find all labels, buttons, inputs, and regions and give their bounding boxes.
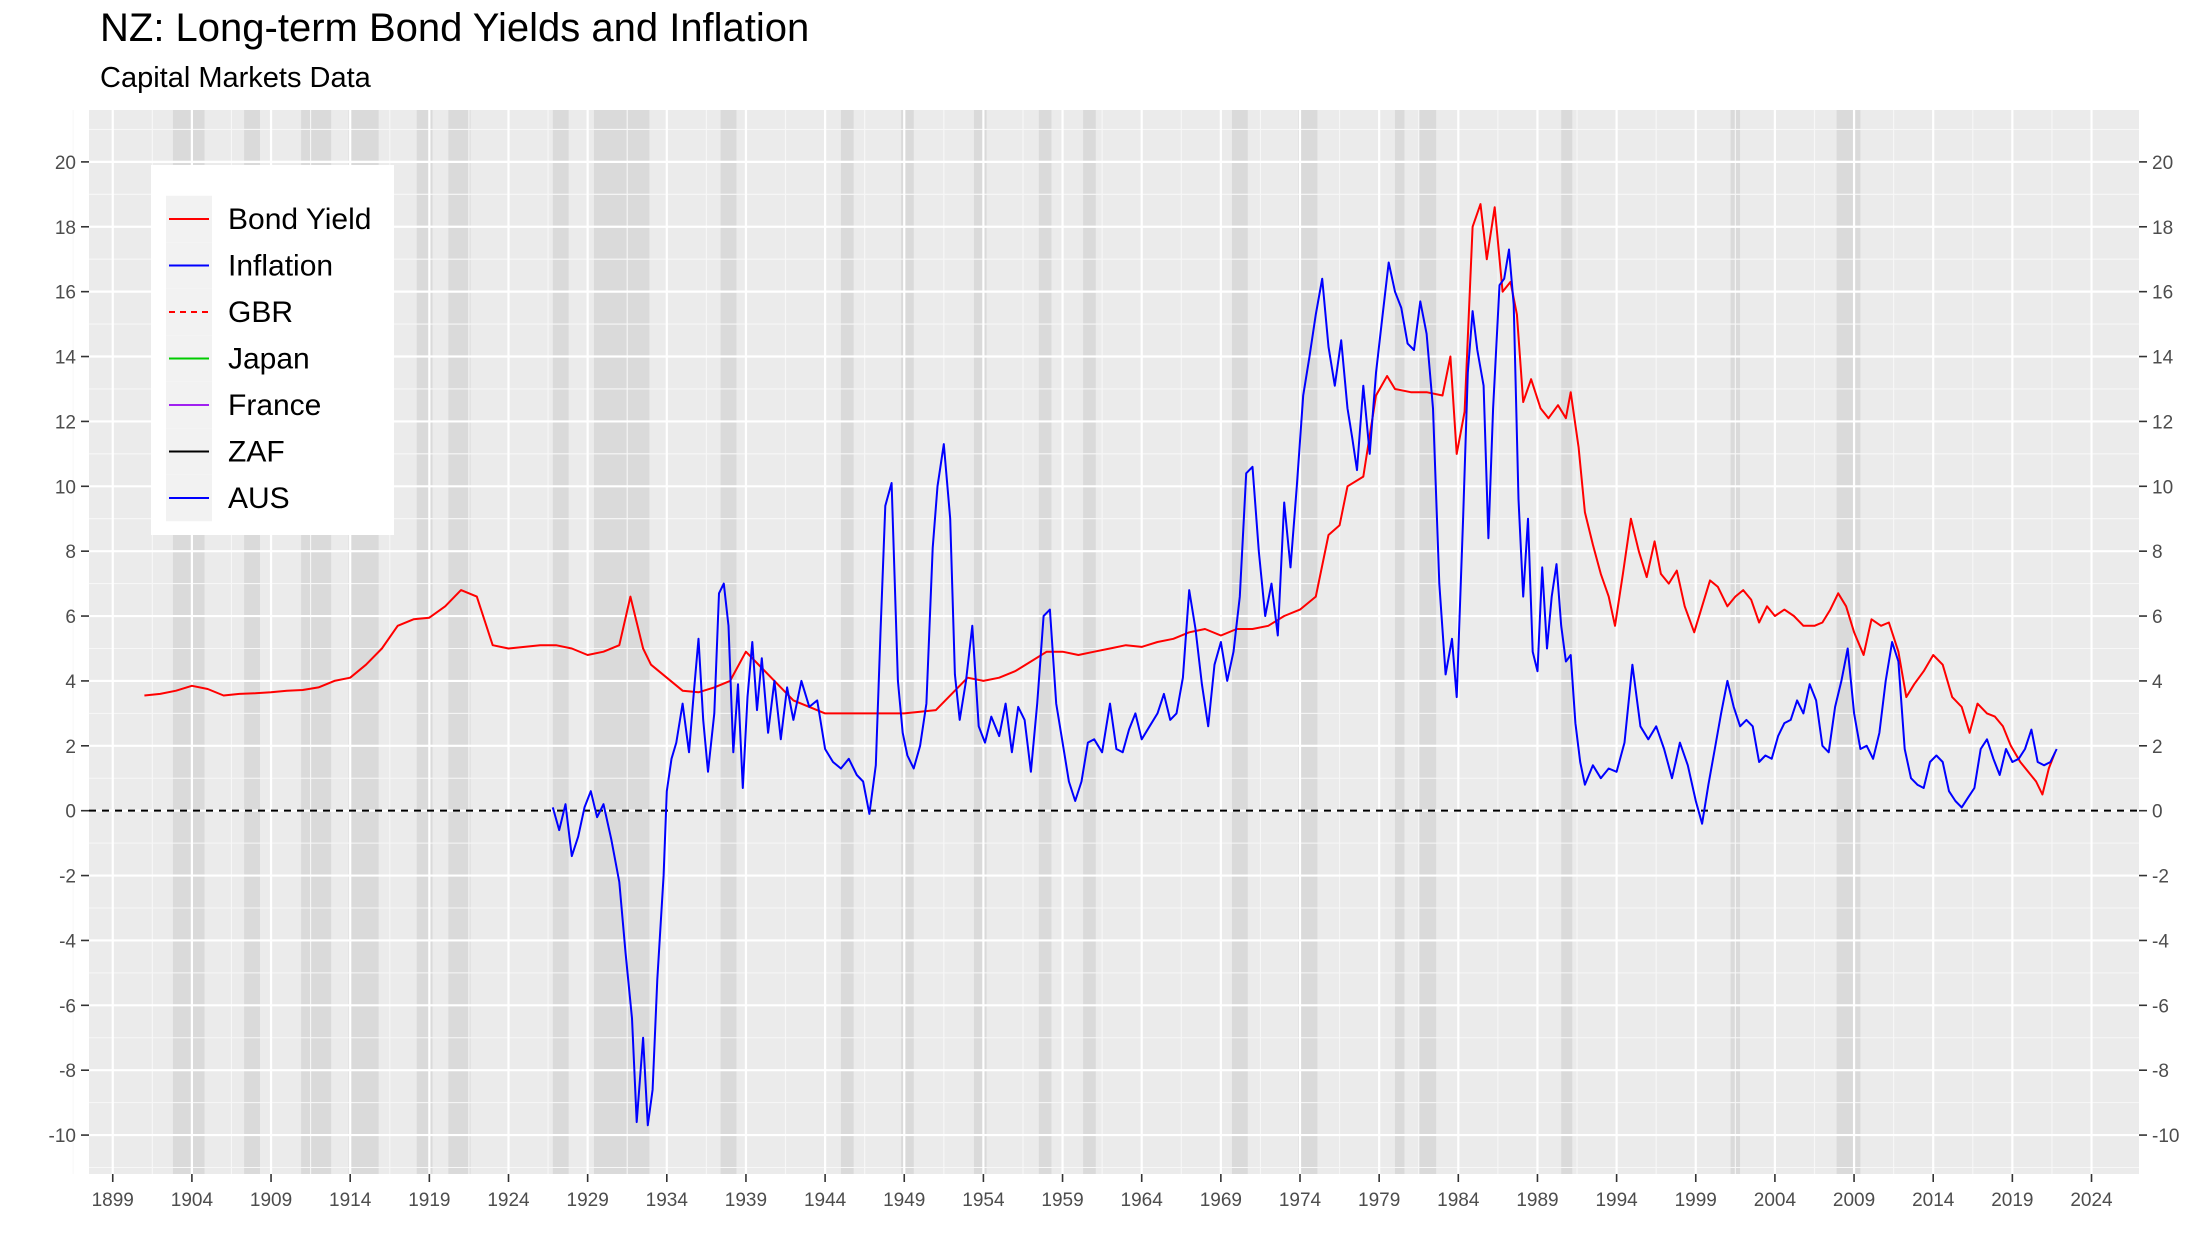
- x-tick-label: 1944: [804, 1190, 847, 1211]
- y-tick-label-right: 8: [2152, 542, 2163, 563]
- x-tick-label: 1989: [1516, 1190, 1558, 1211]
- y-tick-label-left: -10: [49, 1126, 76, 1147]
- y-tick-label-right: 14: [2152, 348, 2174, 369]
- y-tick-label-left: 14: [55, 348, 77, 369]
- y-tick-label-right: 10: [2152, 477, 2173, 498]
- y-tick-label-left: 8: [65, 542, 76, 563]
- y-tick-label-left: 18: [55, 218, 76, 239]
- recession-band: [448, 110, 471, 1174]
- y-tick-label-right: 2: [2152, 737, 2163, 758]
- legend-label: Bond Yield: [228, 203, 371, 236]
- minor-gridlines: [72, 110, 2139, 1174]
- y-tick-label-left: 12: [55, 412, 76, 433]
- legend-label: ZAF: [228, 436, 285, 469]
- y-tick-label-right: -2: [2152, 867, 2169, 888]
- y-tick-label-left: -2: [59, 867, 76, 888]
- x-tick-label: 1954: [962, 1190, 1005, 1211]
- y-tick-label-right: -6: [2152, 996, 2169, 1017]
- recession-band: [552, 110, 569, 1174]
- recession-band: [1561, 110, 1573, 1174]
- x-tick-label: 1959: [1041, 1190, 1083, 1211]
- x-tick-label: 2019: [1991, 1190, 2033, 1211]
- inflation-line: [551, 248, 2058, 1127]
- x-tick-label: 1939: [725, 1190, 767, 1211]
- recession-band: [1836, 110, 1861, 1174]
- x-tick-label: 1909: [250, 1190, 292, 1211]
- y-tick-label-left: 10: [55, 477, 76, 498]
- y-tick-label-right: -4: [2152, 931, 2169, 952]
- y-tick-label-right: 12: [2152, 412, 2173, 433]
- y-tick-label-right: -8: [2152, 1061, 2169, 1082]
- x-tick-label: 1949: [883, 1190, 925, 1211]
- x-tick-label: 1984: [1437, 1190, 1480, 1211]
- axes: 1899 1904 1909 1914 1919 1924 1929 1934 1939 1944…: [49, 153, 2180, 1211]
- x-tick-label: 2009: [1833, 1190, 1875, 1211]
- y-tick-label-left: -4: [59, 931, 76, 952]
- x-tick-label: 1964: [1121, 1190, 1164, 1211]
- x-tick-label: 2024: [2070, 1190, 2113, 1211]
- series-lines: [144, 203, 2058, 1127]
- y-tick-label-right: 0: [2152, 802, 2163, 823]
- legend-label: France: [228, 389, 321, 422]
- legend: Bond Yield Inflation GBR Japan France ZAF AUS: [151, 165, 394, 535]
- x-tick-label: 2014: [1912, 1190, 1955, 1211]
- x-tick-label: 1914: [329, 1190, 372, 1211]
- y-tick-label-left: 6: [65, 607, 76, 628]
- legend-label: Japan: [228, 343, 310, 376]
- x-tick-label: 1969: [1200, 1190, 1242, 1211]
- recession-band: [901, 110, 914, 1174]
- x-tick-label: 1904: [171, 1190, 214, 1211]
- y-tick-label-right: 4: [2152, 672, 2163, 693]
- y-tick-label-left: 4: [65, 672, 76, 693]
- recession-band: [1418, 110, 1437, 1174]
- y-tick-label-right: -10: [2152, 1126, 2179, 1147]
- x-tick-label: 1994: [1595, 1190, 1638, 1211]
- x-tick-label: 1999: [1675, 1190, 1717, 1211]
- plot-panel: [89, 110, 2139, 1174]
- recession-band: [593, 110, 650, 1174]
- y-tick-label-left: 2: [65, 737, 76, 758]
- x-tick-label: 1929: [567, 1190, 609, 1211]
- y-tick-label-left: -8: [59, 1061, 76, 1082]
- legend-label: Inflation: [228, 250, 333, 283]
- recession-band: [840, 110, 854, 1174]
- recession-band: [973, 110, 987, 1174]
- x-tick-label: 1919: [408, 1190, 450, 1211]
- x-tick-label: 1934: [646, 1190, 689, 1211]
- chart-title: NZ: Long-term Bond Yields and Inflation: [100, 6, 810, 50]
- y-tick-label-left: 16: [55, 283, 76, 304]
- bond-yield-line: [144, 203, 2057, 796]
- y-tick-label-right: 18: [2152, 218, 2173, 239]
- y-tick-label-right: 20: [2152, 153, 2173, 174]
- x-tick-label: 1924: [487, 1190, 530, 1211]
- x-tick-label: 1899: [92, 1190, 134, 1211]
- legend-label: GBR: [228, 296, 293, 329]
- recession-band: [1298, 110, 1318, 1174]
- x-tick-label: 1979: [1358, 1190, 1400, 1211]
- y-tick-label-left: -6: [59, 996, 76, 1017]
- y-tick-label-left: 20: [55, 153, 76, 174]
- recession-band: [1083, 110, 1096, 1174]
- y-tick-label-right: 6: [2152, 607, 2163, 628]
- x-tick-label: 2004: [1754, 1190, 1797, 1211]
- y-tick-label-right: 16: [2152, 283, 2173, 304]
- recession-band: [1394, 110, 1405, 1174]
- y-tick-label-left: 0: [65, 802, 76, 823]
- x-tick-label: 1974: [1279, 1190, 1322, 1211]
- chart-subtitle: Capital Markets Data: [100, 62, 371, 94]
- legend-label: AUS: [228, 482, 290, 515]
